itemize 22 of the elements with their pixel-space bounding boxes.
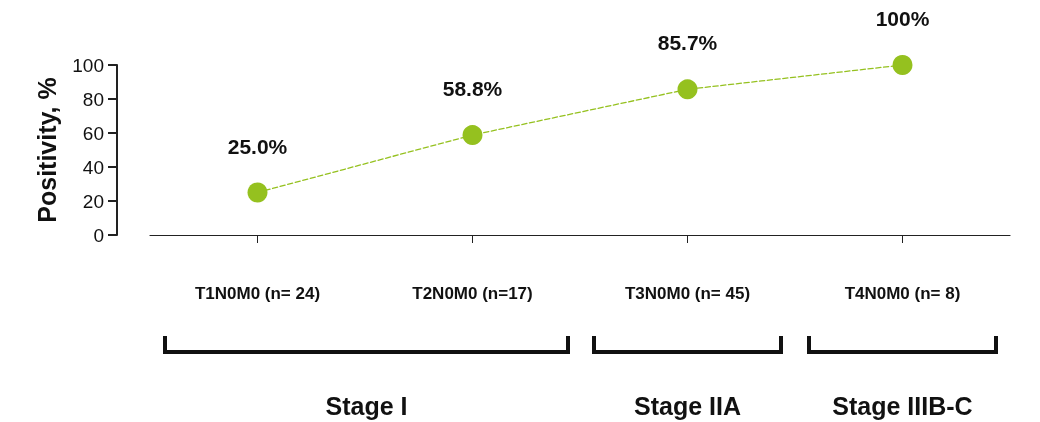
y-tick-label: 20 (82, 190, 104, 212)
y-tick-label: 60 (82, 122, 104, 144)
text: Stage I (324, 392, 409, 421)
text: Stage IIIB-C (831, 392, 974, 421)
y-tick-label: 40 (82, 156, 104, 178)
y-tick-label: 80 (82, 88, 104, 110)
data-label: 58.8% (442, 77, 503, 101)
x-tick-label: T4N0M0 (n= 8) (844, 284, 961, 303)
point (462, 125, 483, 146)
point (247, 182, 268, 203)
data-label: 85.7% (657, 31, 718, 55)
point (677, 79, 698, 100)
x-tick-label: T2N0M0 (n=17) (412, 284, 533, 303)
y-tick-label: 100 (72, 54, 104, 76)
x-tick-label: T3N0M0 (n= 45) (624, 284, 751, 303)
data-label: 25.0% (227, 134, 288, 158)
data-label: 100% (875, 7, 930, 30)
x-tick-label: T1N0M0 (n= 24) (194, 284, 321, 303)
text: Stage IIA (633, 392, 742, 421)
point (892, 55, 913, 75)
y-tick-label: 0 (93, 224, 104, 246)
y-axis-title: Positivity, % (32, 77, 61, 223)
